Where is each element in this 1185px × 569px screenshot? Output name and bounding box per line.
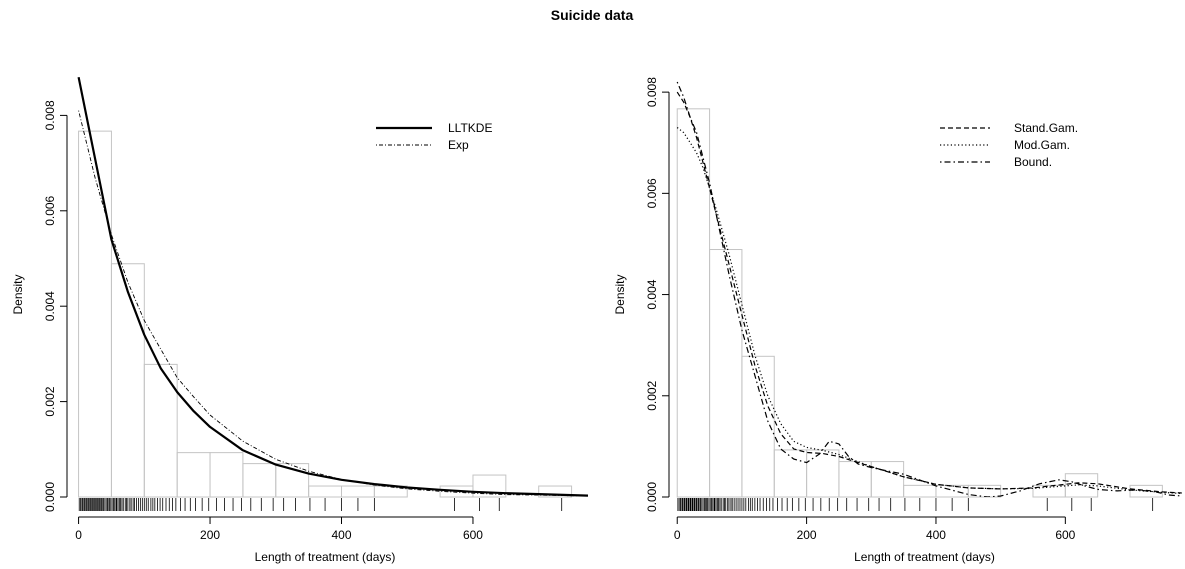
left-legend-label: LLTKDE	[448, 121, 492, 135]
right-histogram-bar	[806, 449, 840, 498]
left-histogram-bar	[176, 452, 211, 498]
left-histogram-bar	[242, 463, 277, 498]
left-curves	[77, 76, 588, 497]
right-histogram	[676, 108, 1163, 498]
left-histogram	[78, 130, 573, 498]
left-histogram-bar	[341, 485, 375, 498]
left-legend-label: Exp	[448, 138, 469, 152]
right-x-tick-label: 0	[674, 528, 681, 542]
left-x-tick-label: 400	[331, 528, 351, 542]
left-x-axis-label: Length of treatment (days)	[255, 550, 396, 564]
left-x-tick-label: 600	[463, 528, 483, 542]
right-y-tick-label: 0.002	[645, 380, 659, 410]
left-y-tick-label: 0.000	[43, 482, 57, 512]
left-histogram-bar	[143, 363, 178, 498]
right-histogram-bar	[773, 449, 808, 498]
left-series-exp	[78, 110, 588, 497]
left-histogram-bar	[209, 452, 244, 498]
right-histogram-bar	[838, 461, 872, 498]
left-x-tick-label: 200	[200, 528, 220, 542]
right-histogram-bar	[741, 355, 775, 498]
left-histogram-bar	[472, 474, 507, 498]
left-histogram-bar	[538, 485, 573, 498]
left-histogram-bar	[78, 130, 112, 498]
right-legend-label: Stand.Gam.	[1014, 121, 1078, 135]
right-x-tick-label: 200	[797, 528, 817, 542]
left-y-axis-label: Density	[11, 274, 25, 314]
left-rug	[78, 498, 563, 511]
right-histogram-bar	[709, 249, 743, 498]
left-y-tick-label: 0.004	[43, 291, 57, 321]
left-y-tick-label: 0.006	[43, 195, 57, 225]
right-x-axis-label: Length of treatment (days)	[854, 550, 995, 564]
right-legend-label: Bound.	[1014, 155, 1052, 169]
right-panel: 0.000 0.002 0.004 0.006 0.008 0 200 400 600 Stan…	[613, 77, 1182, 564]
right-y-tick-label: 0.004	[645, 279, 659, 309]
right-histogram-bar	[1064, 473, 1099, 498]
right-histogram-bar	[1129, 484, 1163, 498]
left-y-tick-label: 0.002	[43, 386, 57, 416]
left-legend: LLTKDE Exp	[376, 121, 492, 152]
left-x-tick-label: 0	[75, 528, 82, 542]
right-curves	[676, 81, 1182, 497]
chart-title: Suicide data	[551, 7, 634, 23]
left-series-lltkde	[77, 76, 588, 497]
left-y-tick-label: 0.008	[43, 100, 57, 130]
left-panel: 0.000 0.002 0.004 0.006 0.008 0 200 400 600 LLTK…	[11, 76, 588, 564]
left-histogram-bar	[308, 485, 343, 498]
right-histogram-bar	[870, 461, 905, 498]
right-series-stand-gam	[676, 91, 1182, 494]
right-y-tick-label: 0.006	[645, 178, 659, 208]
right-y-tick-label: 0.000	[645, 482, 659, 512]
right-legend: Stand.Gam. Mod.Gam. Bound.	[940, 121, 1078, 169]
left-histogram-bar	[275, 463, 310, 498]
right-legend-label: Mod.Gam.	[1014, 138, 1070, 152]
right-series-bound	[676, 81, 1182, 497]
right-y-axis-label: Density	[613, 274, 627, 314]
left-axes: 0.000 0.002 0.004 0.006 0.008 0 200 400 600	[43, 100, 483, 542]
right-x-tick-label: 600	[1055, 528, 1075, 542]
right-x-tick-label: 400	[926, 528, 946, 542]
right-axes: 0.000 0.002 0.004 0.006 0.008 0 200 400 600	[645, 77, 1076, 542]
right-rug	[677, 498, 1154, 511]
right-series-mod-gam	[676, 127, 1182, 495]
right-histogram-bar	[903, 484, 937, 498]
right-y-tick-label: 0.008	[645, 77, 659, 107]
left-histogram-bar	[110, 263, 145, 498]
